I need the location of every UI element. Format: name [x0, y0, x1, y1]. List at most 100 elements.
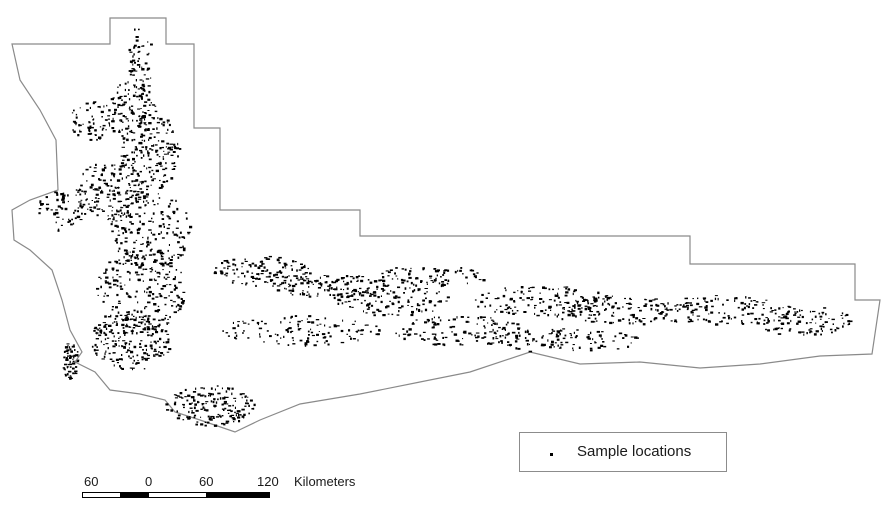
sample-point [111, 120, 114, 122]
sample-point [159, 251, 163, 254]
sample-point [188, 402, 192, 405]
sample-point [722, 316, 726, 319]
sample-point [258, 273, 260, 276]
sample-point [69, 356, 72, 359]
sample-point [187, 233, 190, 235]
sample-point [161, 318, 165, 321]
sample-point [122, 263, 125, 265]
sample-point [136, 332, 138, 335]
sample-point [160, 184, 164, 186]
sample-point [323, 275, 326, 276]
sample-point [124, 262, 127, 264]
sample-point [676, 310, 679, 312]
sample-point [232, 263, 235, 266]
sample-point [102, 168, 105, 172]
sample-point [548, 288, 551, 291]
scale-bar: 60 0 60 120 Kilometers [82, 474, 382, 514]
sample-point [587, 306, 590, 309]
sample-point [122, 330, 125, 332]
sample-point [68, 219, 71, 223]
sample-point [333, 296, 336, 300]
sample-point [628, 302, 631, 305]
sample-point [723, 312, 726, 315]
sample-point [116, 225, 119, 228]
legend-label: Sample locations [577, 443, 692, 460]
sample-point [255, 278, 259, 280]
sample-point [233, 421, 235, 423]
sample-point [143, 352, 147, 355]
sample-point [129, 340, 132, 343]
sample-point [444, 269, 447, 272]
sample-point [440, 284, 443, 288]
sample-point [140, 135, 143, 138]
sample-point [520, 286, 524, 289]
sample-point [559, 333, 561, 336]
sample-point [557, 344, 559, 347]
sample-point [79, 107, 81, 109]
sample-point [396, 314, 400, 316]
sample-point [123, 155, 126, 158]
sample-point [608, 303, 611, 306]
sample-point [445, 300, 448, 302]
sample-point [780, 317, 784, 319]
sample-point [113, 321, 116, 323]
sample-point [708, 313, 710, 315]
sample-point [556, 338, 560, 341]
sample-point [497, 297, 500, 300]
sample-point [329, 284, 331, 286]
sample-point [319, 323, 322, 325]
sample-point [222, 397, 226, 400]
sample-point [475, 276, 477, 279]
sample-point [601, 304, 604, 306]
sample-point [152, 253, 156, 256]
sample-point [131, 329, 134, 331]
sample-point [302, 279, 306, 282]
sample-point [65, 350, 68, 352]
sample-point [64, 374, 67, 377]
sample-point [141, 316, 143, 318]
sample-point [162, 124, 165, 127]
sample-point [247, 337, 250, 339]
sample-point [474, 299, 477, 301]
sample-point [148, 254, 152, 256]
sample-point [138, 28, 140, 31]
sample-point [70, 223, 73, 226]
sample-point [587, 299, 589, 303]
sample-point [616, 307, 621, 310]
sample-point [149, 148, 152, 150]
sample-point [346, 281, 349, 284]
sample-point [106, 196, 110, 198]
sample-point [121, 345, 123, 348]
sample-point [119, 200, 123, 202]
sample-point [119, 84, 121, 87]
sample-point [490, 319, 494, 321]
sample-point [112, 193, 116, 196]
sample-point [163, 225, 165, 228]
sample-point [101, 128, 104, 131]
sample-point [397, 296, 401, 299]
sample-point [126, 198, 130, 200]
sample-point [63, 356, 66, 359]
sample-point [315, 280, 317, 283]
sample-point [632, 322, 634, 325]
sample-point [200, 408, 203, 410]
sample-point [204, 424, 207, 427]
sample-point [746, 305, 748, 307]
sample-point [143, 154, 145, 157]
sample-point [342, 319, 344, 322]
sample-point [606, 298, 609, 301]
sample-point [132, 69, 134, 73]
sample-point [133, 309, 136, 312]
sample-point [154, 260, 156, 263]
sample-point [276, 334, 279, 337]
sample-point [604, 309, 606, 311]
sample-point [340, 293, 343, 296]
sample-point [146, 167, 148, 170]
sample-point [597, 291, 600, 295]
sample-point [112, 173, 116, 176]
sample-point [116, 179, 121, 182]
sample-point [353, 288, 357, 292]
sample-point [104, 281, 109, 284]
sample-point [592, 305, 595, 307]
sample-point [733, 316, 737, 319]
